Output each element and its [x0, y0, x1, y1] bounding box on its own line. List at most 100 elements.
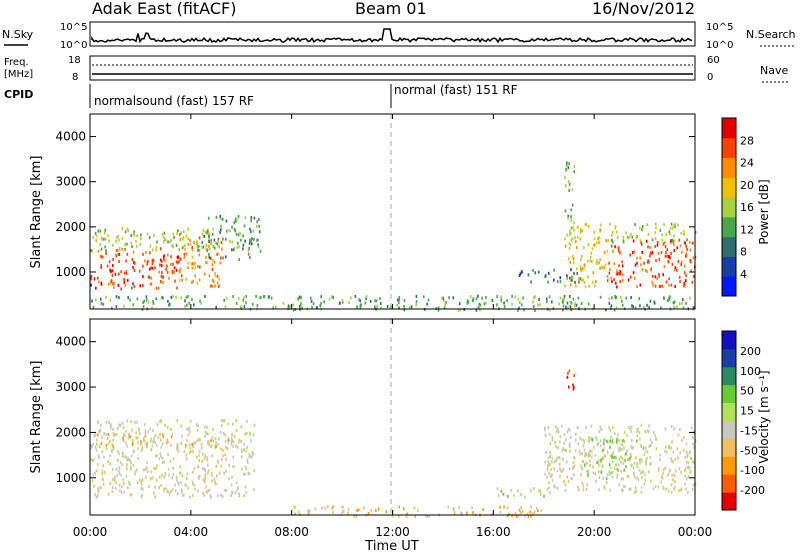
velocity-cell	[595, 479, 597, 483]
velocity-cell	[589, 464, 591, 467]
power-cell	[443, 306, 446, 310]
velocity-cell	[115, 481, 117, 485]
velocity-cell	[191, 480, 194, 484]
velocity-cell	[97, 454, 100, 457]
power-cell	[503, 301, 505, 305]
power-cell	[136, 234, 138, 238]
power-cell	[226, 229, 229, 233]
velocity-cell	[580, 473, 582, 477]
power-cell	[538, 298, 540, 301]
velocity-cell	[680, 470, 682, 474]
velocity-cell	[103, 455, 105, 459]
power-cell	[564, 209, 567, 213]
power-cell	[646, 270, 648, 273]
power-cell	[680, 231, 682, 235]
power-cell	[118, 272, 120, 276]
velocity-cell	[670, 446, 672, 450]
power-cell	[161, 296, 163, 300]
power-cell	[311, 305, 313, 309]
velocity-cell	[660, 475, 663, 479]
power-cell	[95, 286, 97, 290]
power-cell	[686, 247, 688, 251]
velocity-cell	[246, 419, 248, 423]
velocity-cell	[153, 491, 155, 495]
power-cell	[185, 277, 187, 281]
power-cell	[115, 253, 117, 257]
velocity-cell	[154, 440, 156, 444]
power-cell	[249, 240, 251, 244]
velocity-cell	[214, 437, 217, 441]
velocity-cell	[561, 470, 563, 474]
power-cell	[191, 297, 193, 301]
power-cell	[134, 261, 136, 265]
velocity-cell	[620, 469, 622, 473]
power-cell	[573, 164, 576, 168]
power-cell	[262, 295, 265, 299]
velocity-cell	[685, 442, 688, 446]
velocity-cell	[213, 477, 216, 481]
power-cell	[240, 306, 243, 310]
velocity-cell	[616, 467, 619, 471]
velocity-cell	[227, 422, 230, 426]
velocity-cell	[623, 485, 625, 488]
velocity-cell	[221, 494, 224, 498]
velocity-cell	[590, 449, 593, 453]
power-cell	[180, 231, 182, 235]
velocity-colorbar-swatch	[722, 402, 736, 421]
velocity-cell	[674, 457, 676, 461]
velocity-cell	[614, 432, 616, 436]
power-cell	[604, 263, 607, 267]
power-cell	[135, 244, 138, 248]
power-cell	[202, 229, 205, 233]
velocity-cell	[610, 435, 612, 439]
power-cell	[209, 241, 212, 245]
velocity-cell	[166, 425, 169, 429]
velocity-cell	[122, 432, 125, 436]
velocity-cell	[222, 454, 224, 458]
velocity-cell	[645, 462, 647, 466]
power-cell	[647, 245, 649, 249]
power-cell	[568, 189, 570, 192]
velocity-cell	[150, 470, 153, 474]
power-cell	[215, 215, 218, 219]
power-cell	[217, 239, 220, 243]
power-frame	[89, 113, 696, 310]
velocity-cell	[188, 426, 190, 430]
power-cell	[123, 271, 126, 275]
power-cell	[671, 226, 674, 230]
velocity-cell	[577, 485, 579, 489]
nsky-label: N.Sky	[2, 28, 34, 41]
power-cell	[116, 249, 118, 252]
power-cell	[163, 235, 165, 239]
velocity-cell	[537, 509, 539, 513]
velocity-cell	[94, 445, 97, 449]
velocity-cell	[135, 436, 138, 440]
velocity-cell	[207, 463, 209, 467]
velocity-cell	[499, 510, 502, 514]
power-colorbar-tick: 20	[740, 179, 754, 192]
velocity-cell	[667, 473, 669, 477]
power-cell	[149, 244, 152, 248]
power-cell	[611, 240, 614, 244]
power-cell	[221, 247, 223, 251]
power-cell	[654, 231, 656, 235]
velocity-cell	[215, 464, 217, 468]
power-cell	[106, 264, 109, 268]
velocity-cell	[219, 430, 222, 434]
velocity-cell	[544, 426, 546, 430]
velocity-cell	[530, 505, 532, 509]
power-cell	[566, 161, 568, 165]
power-cell	[532, 296, 535, 300]
power-cell	[579, 231, 582, 234]
velocity-cell	[625, 465, 627, 469]
power-cell	[225, 296, 228, 300]
velocity-cell	[156, 423, 159, 427]
power-cell	[608, 271, 611, 275]
power-cell	[191, 255, 194, 259]
velocity-cell	[104, 471, 106, 474]
velocity-cell	[608, 470, 611, 474]
velocity-cell	[555, 429, 558, 433]
velocity-cell	[186, 427, 188, 431]
power-cell	[681, 250, 683, 254]
power-cell	[359, 306, 362, 310]
